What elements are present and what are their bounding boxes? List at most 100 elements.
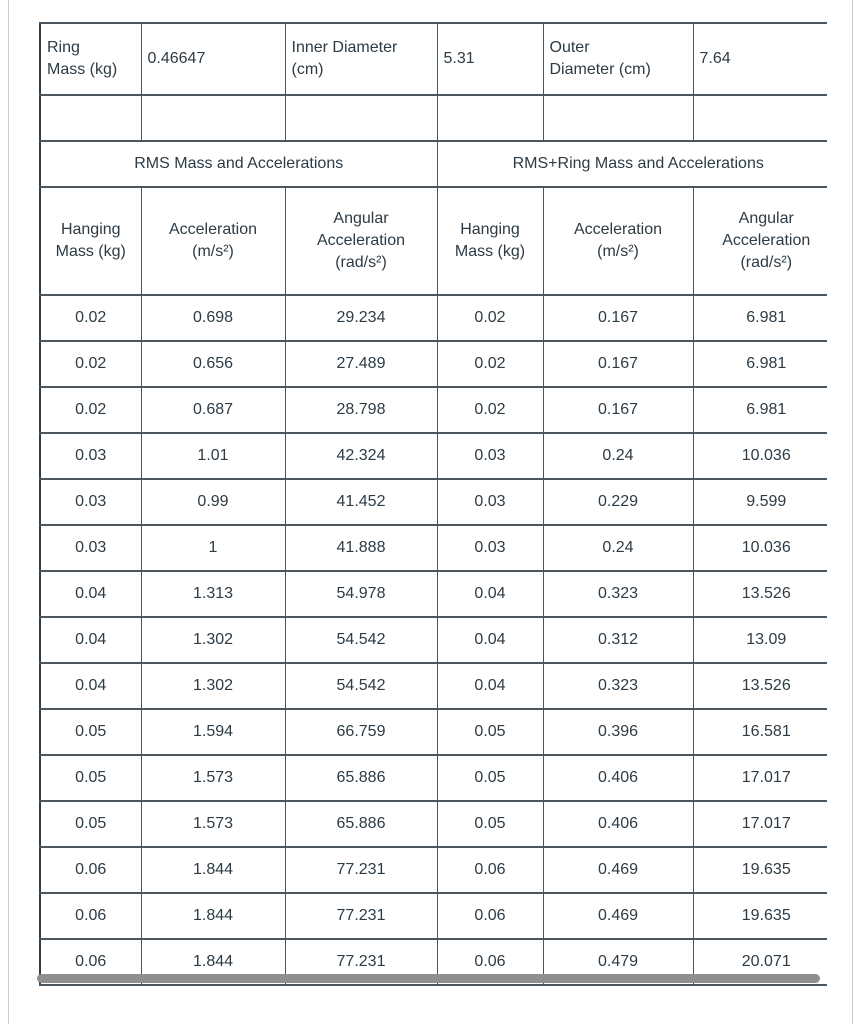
data-cell: 0.687 [140, 386, 286, 434]
data-cell: 0.229 [542, 478, 694, 526]
data-cell: 1.573 [140, 754, 286, 802]
inner-diameter-label: Inner Diameter (cm) [284, 22, 438, 96]
measurements-table: Ring Mass (kg) 0.46647 Inner Diameter (c… [39, 22, 827, 986]
data-cell: 6.981 [692, 386, 827, 434]
data-cell: 0.05 [39, 800, 142, 848]
data-cell: 0.167 [542, 386, 694, 434]
data-cell: 17.017 [692, 754, 827, 802]
data-cell: 16.581 [692, 708, 827, 756]
data-cell: 6.981 [692, 294, 827, 342]
data-cell: 1.844 [140, 892, 286, 940]
data-cell: 0.02 [436, 386, 544, 434]
data-cell: 0.323 [542, 662, 694, 710]
data-cell: 41.888 [284, 524, 438, 572]
data-cell: 19.635 [692, 846, 827, 894]
data-cell: 0.24 [542, 432, 694, 480]
horizontal-scrollbar-thumb[interactable] [37, 974, 820, 983]
section-title-rms: RMS Mass and Accelerations [39, 140, 438, 188]
data-cell: 13.526 [692, 570, 827, 618]
data-cell: 0.02 [39, 340, 142, 388]
table-row: 0.06 1.844 77.231 0.06 0.469 19.635 [39, 846, 827, 894]
table-row: 0.04 1.313 54.978 0.04 0.323 13.526 [39, 570, 827, 618]
data-cell: 28.798 [284, 386, 438, 434]
data-cell: 0.03 [39, 478, 142, 526]
data-cell: 0.03 [436, 478, 544, 526]
page-container: Ring Mass (kg) 0.46647 Inner Diameter (c… [8, 0, 853, 1024]
spacer-row [39, 94, 827, 142]
data-cell: 0.06 [39, 892, 142, 940]
data-cell: 0.05 [436, 708, 544, 756]
data-cell: 0.469 [542, 892, 694, 940]
table-row: 0.05 1.594 66.759 0.05 0.396 16.581 [39, 708, 827, 756]
data-cell: 1.313 [140, 570, 286, 618]
table-row: 0.05 1.573 65.886 0.05 0.406 17.017 [39, 754, 827, 802]
data-cell: 0.04 [39, 570, 142, 618]
outer-diameter-label: Outer Diameter (cm) [542, 22, 694, 96]
data-cell: 0.05 [39, 754, 142, 802]
data-cell: 1.844 [140, 846, 286, 894]
outer-diameter-value: 7.64 [692, 22, 827, 96]
table-row: 0.02 0.698 29.234 0.02 0.167 6.981 [39, 294, 827, 342]
empty-cell [39, 94, 142, 142]
table-row: 0.06 1.844 77.231 0.06 0.469 19.635 [39, 892, 827, 940]
table-row: 0.03 1.01 42.324 0.03 0.24 10.036 [39, 432, 827, 480]
column-header-row: Hanging Mass (kg) Acceleration (m/s²) An… [39, 186, 827, 296]
data-cell: 19.635 [692, 892, 827, 940]
empty-cell [140, 94, 286, 142]
data-cell: 0.406 [542, 800, 694, 848]
data-cell: 0.99 [140, 478, 286, 526]
table-row: 0.03 0.99 41.452 0.03 0.229 9.599 [39, 478, 827, 526]
col-header-hanging-mass-right: Hanging Mass (kg) [436, 186, 544, 296]
data-cell: 0.469 [542, 846, 694, 894]
data-cell: 6.981 [692, 340, 827, 388]
data-cell: 0.03 [436, 524, 544, 572]
table-row: 0.04 1.302 54.542 0.04 0.323 13.526 [39, 662, 827, 710]
data-cell: 0.02 [436, 340, 544, 388]
col-header-hanging-mass-left: Hanging Mass (kg) [39, 186, 142, 296]
data-cell: 66.759 [284, 708, 438, 756]
data-cell: 0.02 [39, 294, 142, 342]
table-row: 0.03 1 41.888 0.03 0.24 10.036 [39, 524, 827, 572]
data-cell: 0.167 [542, 340, 694, 388]
data-cell: 65.886 [284, 800, 438, 848]
data-cell: 0.06 [436, 892, 544, 940]
data-cell: 41.452 [284, 478, 438, 526]
data-cell: 0.04 [436, 616, 544, 664]
data-cell: 0.656 [140, 340, 286, 388]
empty-cell [542, 94, 694, 142]
data-cell: 1.594 [140, 708, 286, 756]
data-cell: 0.05 [436, 800, 544, 848]
ring-mass-label: Ring Mass (kg) [39, 22, 142, 96]
data-cell: 0.05 [436, 754, 544, 802]
table-row: 0.02 0.687 28.798 0.02 0.167 6.981 [39, 386, 827, 434]
data-cell: 0.04 [39, 662, 142, 710]
data-cell: 0.24 [542, 524, 694, 572]
data-cell: 29.234 [284, 294, 438, 342]
data-cell: 0.323 [542, 570, 694, 618]
col-header-angular-acceleration-right: Angular Acceleration (rad/s²) [692, 186, 827, 296]
info-row: Ring Mass (kg) 0.46647 Inner Diameter (c… [39, 22, 827, 96]
section-title-row: RMS Mass and Accelerations RMS+Ring Mass… [39, 140, 827, 188]
data-cell: 0.02 [39, 386, 142, 434]
data-cell: 13.09 [692, 616, 827, 664]
data-cell: 0.312 [542, 616, 694, 664]
data-cell: 54.978 [284, 570, 438, 618]
table-row: 0.02 0.656 27.489 0.02 0.167 6.981 [39, 340, 827, 388]
empty-cell [692, 94, 827, 142]
data-cell: 0.03 [39, 432, 142, 480]
col-header-acceleration-left: Acceleration (m/s²) [140, 186, 286, 296]
data-cell: 0.406 [542, 754, 694, 802]
data-cell: 0.03 [39, 524, 142, 572]
table-scroll-area: Ring Mass (kg) 0.46647 Inner Diameter (c… [39, 22, 827, 1012]
data-cell: 13.526 [692, 662, 827, 710]
data-cell: 77.231 [284, 892, 438, 940]
ring-mass-value: 0.46647 [140, 22, 286, 96]
col-header-angular-acceleration-left: Angular Acceleration (rad/s²) [284, 186, 438, 296]
data-cell: 0.06 [436, 846, 544, 894]
data-cell: 0.05 [39, 708, 142, 756]
data-cell: 0.06 [39, 846, 142, 894]
inner-diameter-value: 5.31 [436, 22, 544, 96]
table-row: 0.04 1.302 54.542 0.04 0.312 13.09 [39, 616, 827, 664]
data-cell: 0.03 [436, 432, 544, 480]
data-cell: 0.02 [436, 294, 544, 342]
